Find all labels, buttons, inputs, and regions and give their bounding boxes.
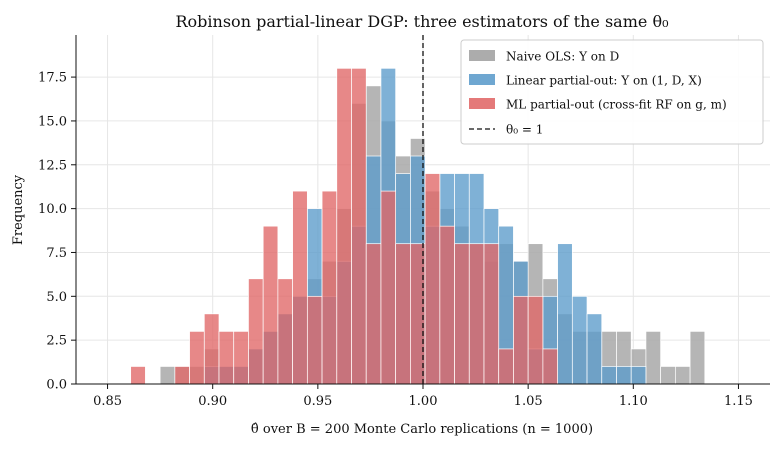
y-tick-label: 10.0	[38, 202, 67, 217]
x-tick-label: 1.05	[514, 394, 543, 409]
bar-series-2	[380, 190, 397, 385]
bar-series-1	[616, 366, 632, 385]
bar-series-2	[248, 278, 264, 385]
bar-series-2	[336, 67, 352, 385]
bar-series-2	[130, 366, 146, 385]
bar-series-2	[424, 173, 441, 385]
legend: Naive OLS: Y on D Linear partial-out: Y o…	[460, 39, 764, 145]
bar-series-2	[365, 243, 382, 385]
y-tick-label: 7.5	[46, 246, 67, 261]
y-tick-label: 17.5	[38, 71, 67, 86]
x-tick-label: 1.10	[619, 394, 648, 409]
bar-series-2	[233, 331, 249, 385]
bar-series-2	[468, 243, 485, 385]
bar-series-2	[321, 190, 338, 385]
bar-series-0	[645, 331, 661, 385]
legend-label-2: ML partial-out (cross-fit RF on g, m)	[506, 98, 727, 112]
x-tick-label: 0.85	[93, 394, 122, 409]
bar-series-1	[601, 366, 617, 385]
bar-series-2	[203, 313, 220, 385]
y-tick-label: 12.5	[38, 158, 67, 173]
bar-series-1	[571, 295, 588, 385]
bar-series-1	[586, 313, 603, 385]
bar-series-2	[542, 348, 558, 385]
x-axis-label: θ̂ over B = 200 Monte Carlo replications…	[251, 422, 593, 437]
bar-series-2	[527, 295, 544, 385]
legend-swatch-0	[469, 50, 495, 61]
chart-title: Robinson partial-linear DGP: three estim…	[176, 12, 669, 31]
y-tick-label: 5.0	[46, 290, 67, 305]
y-tick-label: 2.5	[46, 334, 67, 349]
legend-label-0: Naive OLS: Y on D	[506, 50, 619, 64]
bar-series-2	[306, 295, 323, 385]
bar-series-0	[660, 366, 676, 385]
bar-series-2	[439, 225, 455, 385]
y-tick-label: 0.0	[46, 378, 67, 393]
x-tick-label: 0.95	[303, 394, 332, 409]
bar-series-2	[292, 190, 308, 385]
legend-label-theta0: θ₀ = 1	[506, 123, 543, 137]
bar-series-2	[351, 67, 367, 385]
y-tick-label: 15.0	[38, 114, 67, 129]
ticks: 0.85 0.90 0.95 1.00 1.05 1.10 1.15 0.0 2.5 5.0 7.5…	[38, 71, 753, 409]
bar-series-2	[262, 225, 279, 385]
legend-swatch-2	[469, 98, 495, 109]
bar-series-2	[498, 348, 514, 385]
x-tick-label: 1.15	[724, 394, 753, 409]
bar-series-2	[189, 331, 205, 385]
legend-label-1: Linear partial-out: Y on (1, D, X)	[506, 74, 702, 88]
bar-series-2	[513, 295, 529, 385]
bar-series-0	[689, 331, 706, 385]
legend-swatch-1	[469, 74, 495, 85]
bar-series-2	[410, 243, 426, 385]
x-tick-label: 1.00	[409, 394, 438, 409]
legend-frame	[460, 39, 764, 145]
bar-series-2	[277, 278, 293, 385]
bar-series-0	[159, 366, 176, 385]
bar-series-2	[395, 243, 411, 385]
bar-series-1	[557, 243, 573, 385]
y-axis-label: Frequency	[11, 174, 26, 245]
bar-series-1	[630, 366, 647, 385]
bar-series-0	[675, 366, 691, 385]
bar-series-2	[218, 331, 235, 385]
bar-series-2	[174, 366, 190, 385]
bar-series-2	[454, 243, 470, 385]
x-tick-label: 0.90	[198, 394, 227, 409]
bar-series-2	[483, 243, 500, 385]
